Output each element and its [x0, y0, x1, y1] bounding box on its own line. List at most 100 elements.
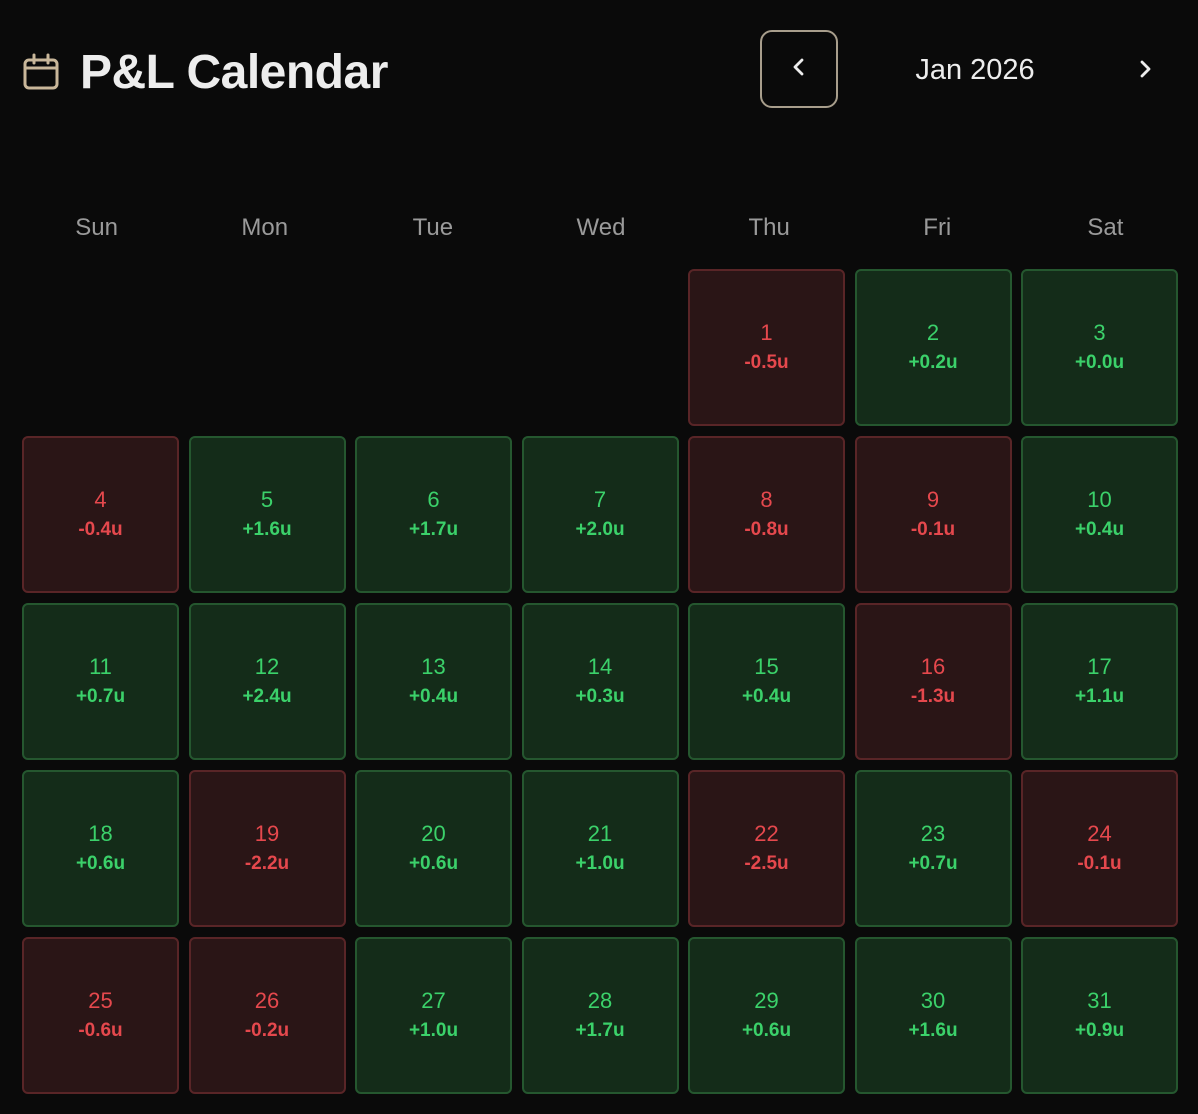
day-pnl-value: +0.7u — [75, 686, 126, 707]
current-month-label: Jan 2026 — [915, 54, 1035, 86]
weekday-label: Mon — [241, 214, 289, 241]
day-cell[interactable]: 27 +1.0u — [355, 937, 512, 1094]
day-pnl-value: +0.6u — [408, 853, 459, 874]
day-number: 13 — [421, 654, 446, 679]
day-pnl-value: +2.4u — [242, 686, 292, 707]
day-pnl-value: +0.0u — [1074, 352, 1125, 373]
day-cell[interactable]: 9 -0.1u — [854, 436, 1012, 593]
weekday-label: Wed — [576, 214, 626, 241]
day-number: 21 — [587, 821, 613, 846]
day-pnl-value: +1.7u — [575, 1020, 625, 1041]
day-cell[interactable]: 18 +0.6u — [22, 770, 179, 927]
day-number: 2 — [926, 320, 940, 345]
day-number: 31 — [1087, 988, 1112, 1013]
day-number: 16 — [920, 654, 946, 679]
weekday-label: Sun — [75, 214, 118, 241]
day-pnl-value: +1.1u — [1074, 686, 1125, 707]
day-number: 1 — [760, 320, 773, 345]
day-cell[interactable]: 28 +1.7u — [521, 937, 679, 1094]
day-cell[interactable]: 14 +0.3u — [521, 603, 679, 760]
day-cell[interactable]: 3 +0.0u — [1021, 269, 1178, 426]
day-cell[interactable]: 11 +0.7u — [22, 603, 179, 760]
day-pnl-value: -2.5u — [744, 853, 789, 874]
empty-day-cell — [189, 269, 346, 426]
day-cell[interactable]: 20 +0.6u — [355, 770, 512, 927]
day-cell[interactable]: 19 -2.2u — [188, 770, 346, 927]
day-cell[interactable]: 30 +1.6u — [854, 937, 1012, 1094]
day-number: 6 — [427, 487, 440, 512]
day-cell[interactable]: 4 -0.4u — [22, 436, 179, 593]
day-pnl-value: -0.8u — [744, 519, 789, 540]
day-cell[interactable]: 31 +0.9u — [1021, 937, 1178, 1094]
day-cell[interactable]: 7 +2.0u — [521, 436, 679, 593]
day-cell[interactable]: 6 +1.7u — [355, 436, 512, 593]
day-cell[interactable]: 8 -0.8u — [688, 436, 845, 593]
day-pnl-value: +0.4u — [1074, 519, 1125, 540]
day-pnl-value: +0.3u — [575, 686, 625, 707]
day-number: 20 — [421, 821, 446, 846]
day-cell[interactable]: 23 +0.7u — [854, 770, 1012, 927]
weekday-label: Tue — [412, 214, 454, 241]
weekday-header-row: Sun Mon Tue Wed Thu Fri Sat — [17, 208, 1185, 248]
day-pnl-value: +2.0u — [575, 519, 625, 540]
day-pnl-value: -0.4u — [78, 519, 123, 540]
day-cell[interactable]: 25 -0.6u — [22, 937, 179, 1094]
day-number: 30 — [920, 988, 946, 1013]
day-pnl-value: -0.1u — [1077, 853, 1122, 874]
day-number: 19 — [254, 821, 280, 846]
day-number: 10 — [1087, 487, 1112, 512]
day-pnl-value: +0.4u — [741, 686, 792, 707]
day-pnl-value: +0.6u — [741, 1020, 792, 1041]
page-title: P&L Calendar — [80, 45, 388, 99]
day-number: 17 — [1087, 654, 1112, 679]
day-number: 11 — [89, 654, 112, 679]
day-cell[interactable]: 26 -0.2u — [188, 937, 346, 1094]
day-cell[interactable]: 29 +0.6u — [688, 937, 845, 1094]
day-cell[interactable]: 15 +0.4u — [688, 603, 845, 760]
day-pnl-value: +1.0u — [575, 853, 625, 874]
day-cell[interactable]: 21 +1.0u — [521, 770, 679, 927]
next-month-button[interactable] — [1110, 36, 1180, 106]
day-cell[interactable]: 12 +2.4u — [188, 603, 346, 760]
day-number: 15 — [754, 654, 779, 679]
day-number: 23 — [920, 821, 946, 846]
day-cell[interactable]: 5 +1.6u — [188, 436, 346, 593]
day-number: 25 — [88, 988, 113, 1013]
calendar-icon — [22, 53, 60, 91]
day-cell[interactable]: 2 +0.2u — [854, 269, 1012, 426]
day-number: 3 — [1093, 320, 1106, 345]
day-cell[interactable]: 24 -0.1u — [1021, 770, 1178, 927]
day-number: 4 — [94, 487, 107, 512]
day-pnl-value: +0.2u — [908, 352, 958, 373]
day-number: 28 — [587, 988, 613, 1013]
day-cell[interactable]: 22 -2.5u — [688, 770, 845, 927]
day-number: 22 — [754, 821, 779, 846]
prev-month-button[interactable] — [760, 30, 838, 108]
day-pnl-value: -0.6u — [78, 1020, 123, 1041]
weekday-label: Sat — [1087, 214, 1124, 241]
empty-day-cell — [22, 269, 179, 426]
empty-day-cell — [522, 269, 679, 426]
day-pnl-value: +0.7u — [908, 853, 958, 874]
chevron-left-icon — [789, 55, 809, 84]
day-cell[interactable]: 17 +1.1u — [1021, 603, 1178, 760]
day-number: 7 — [593, 487, 607, 512]
day-pnl-value: -1.3u — [910, 686, 956, 707]
chevron-right-icon — [1135, 57, 1155, 86]
weekday-label: Thu — [748, 214, 790, 241]
day-number: 8 — [760, 487, 773, 512]
day-cell[interactable]: 13 +0.4u — [355, 603, 512, 760]
day-pnl-value: -0.2u — [244, 1020, 290, 1041]
day-pnl-value: -2.2u — [244, 853, 290, 874]
day-number: 9 — [926, 487, 940, 512]
day-pnl-value: +1.0u — [408, 1020, 459, 1041]
day-cell[interactable]: 1 -0.5u — [688, 269, 845, 426]
day-cell[interactable]: 16 -1.3u — [854, 603, 1012, 760]
day-number: 14 — [587, 654, 613, 679]
day-number: 18 — [88, 821, 113, 846]
day-pnl-value: +0.4u — [408, 686, 459, 707]
day-pnl-value: -0.5u — [744, 352, 789, 373]
day-pnl-value: +1.6u — [242, 519, 292, 540]
day-pnl-value: +0.9u — [1074, 1020, 1125, 1041]
day-cell[interactable]: 10 +0.4u — [1021, 436, 1178, 593]
